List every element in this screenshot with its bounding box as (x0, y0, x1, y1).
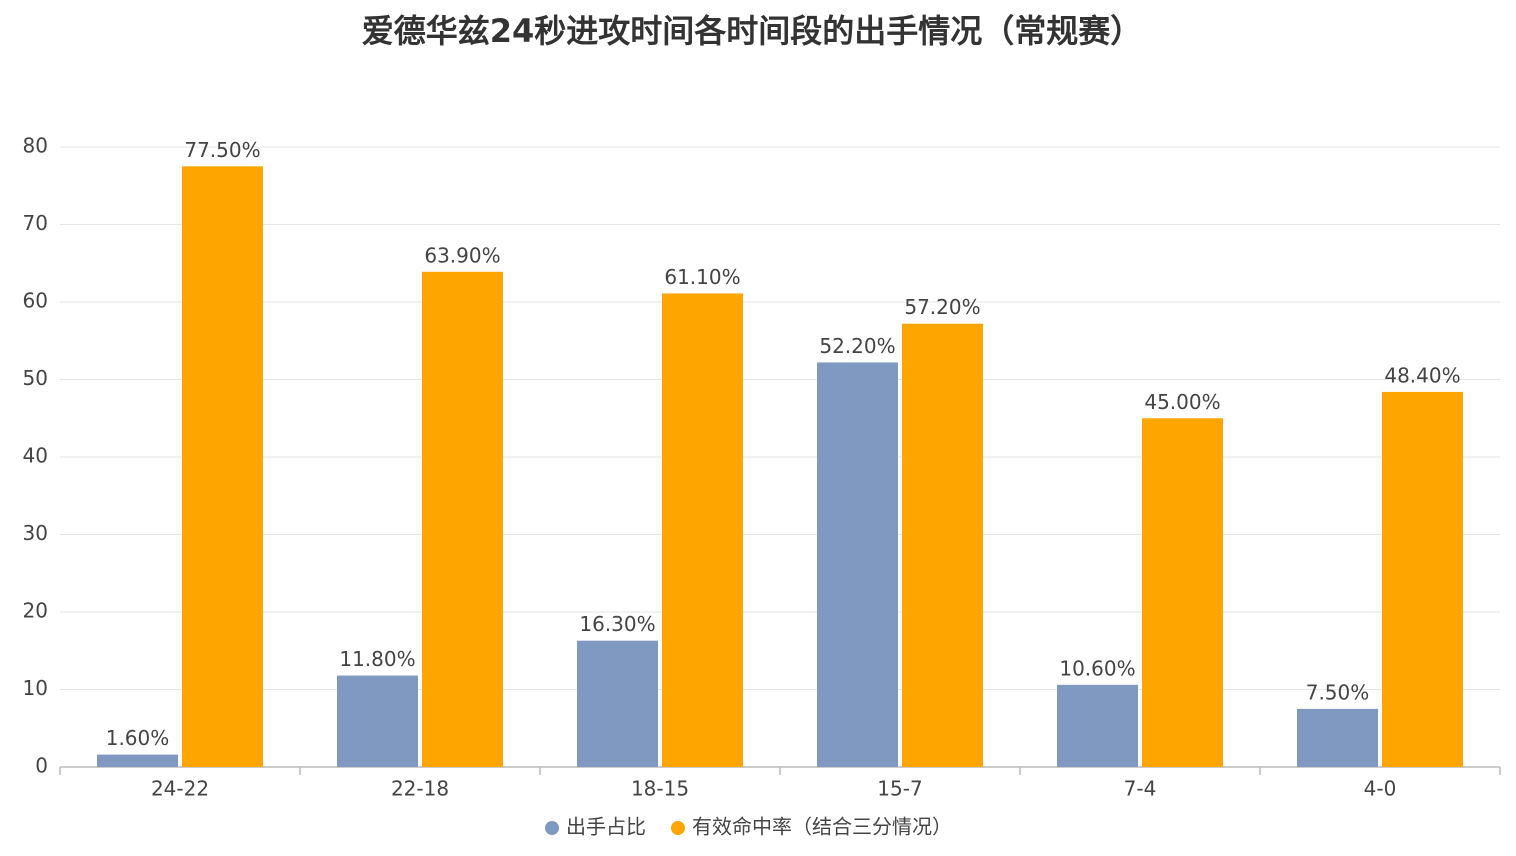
y-tick-label: 80 (23, 134, 48, 158)
bar (1057, 684, 1138, 767)
value-label: 1.60% (106, 726, 170, 750)
value-label: 61.10% (664, 265, 740, 289)
legend-marker (671, 821, 685, 835)
value-label: 11.80% (339, 647, 415, 671)
x-tick-label: 22-18 (391, 777, 449, 801)
x-tick-label: 4-0 (1364, 777, 1397, 801)
value-label: 77.50% (184, 138, 260, 162)
legend-marker (545, 821, 559, 835)
y-tick-label: 70 (23, 211, 48, 235)
y-tick-label: 30 (23, 521, 48, 545)
value-label: 48.40% (1384, 363, 1460, 387)
y-tick-label: 10 (23, 676, 48, 700)
bar (817, 362, 898, 767)
bar (1297, 708, 1378, 767)
value-label: 63.90% (424, 243, 500, 267)
x-tick-label: 18-15 (631, 777, 689, 801)
value-label: 7.50% (1306, 680, 1370, 704)
value-label: 52.20% (819, 334, 895, 358)
value-label: 45.00% (1144, 390, 1220, 414)
x-tick-label: 7-4 (1124, 777, 1157, 801)
x-tick-label: 24-22 (151, 777, 209, 801)
value-label: 10.60% (1059, 656, 1135, 680)
y-tick-label: 60 (23, 289, 48, 313)
bar (1382, 391, 1463, 767)
legend-label: 有效命中率（结合三分情况） (692, 815, 952, 839)
chart-title: 爱德华兹24秒进攻时间各时间段的出手情况（常规赛） (362, 12, 1143, 50)
bar (422, 271, 503, 767)
bar (182, 166, 263, 767)
bar (97, 754, 178, 767)
bar (1142, 418, 1223, 767)
legend-label: 出手占比 (566, 815, 646, 839)
bar (577, 640, 658, 767)
bar (337, 675, 418, 767)
bar (902, 323, 983, 767)
value-label: 57.20% (904, 295, 980, 319)
y-tick-label: 20 (23, 599, 48, 623)
x-tick-label: 15-7 (877, 777, 922, 801)
y-tick-label: 40 (23, 444, 48, 468)
y-tick-label: 50 (23, 366, 48, 390)
value-label: 16.30% (579, 612, 655, 636)
bar (662, 293, 743, 767)
y-tick-label: 0 (35, 754, 48, 778)
